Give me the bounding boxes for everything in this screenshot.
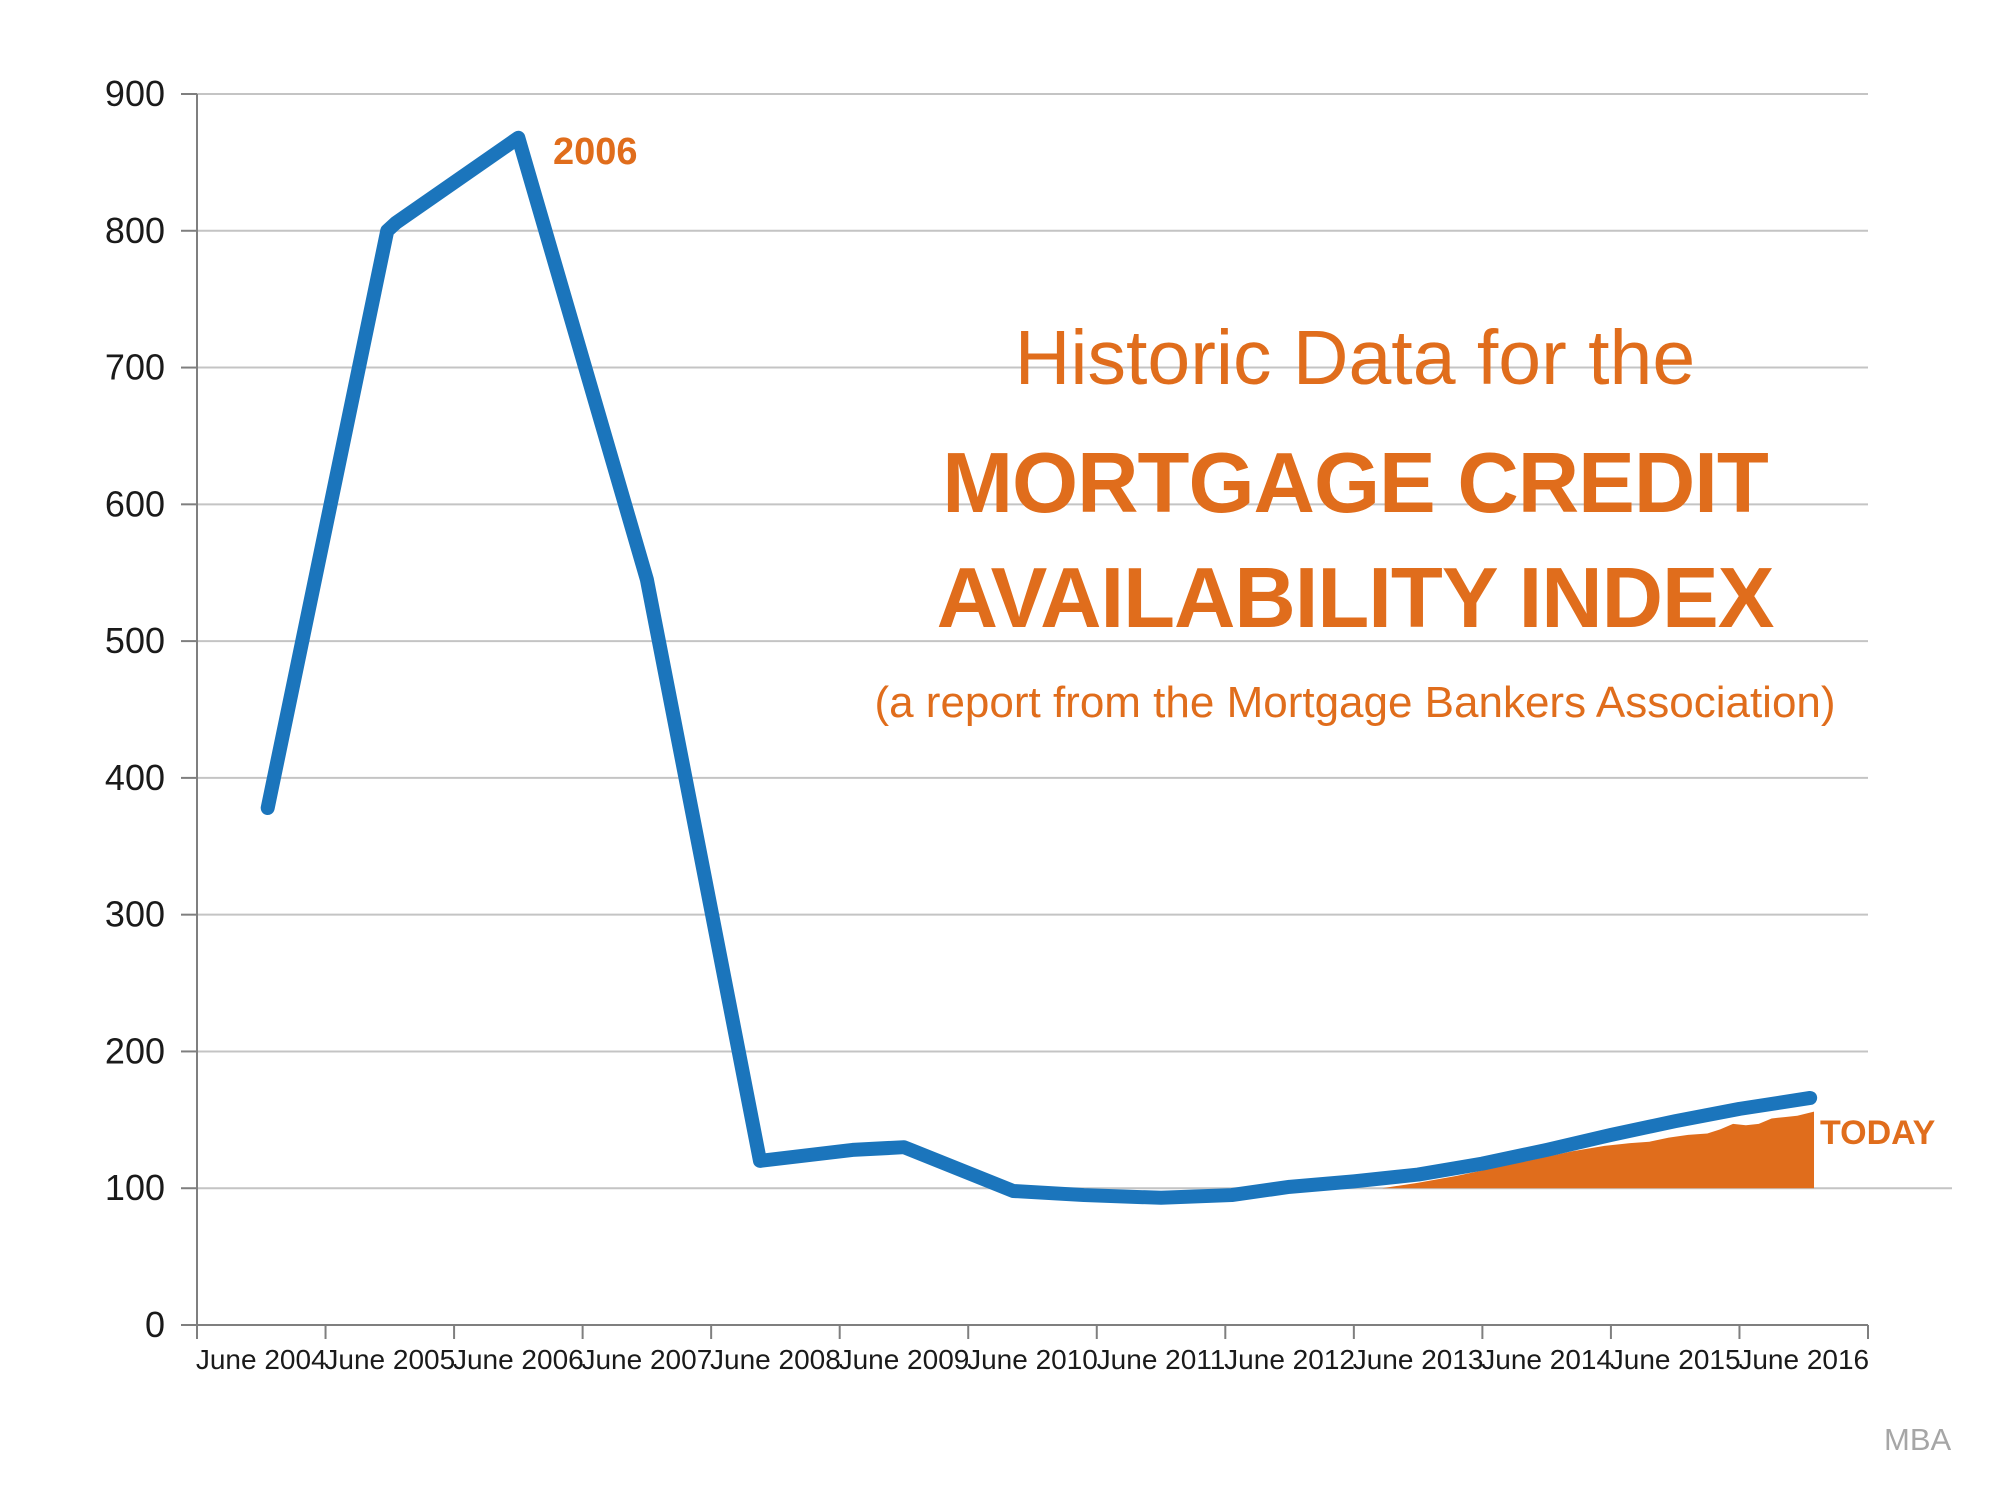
title-line-1: Historic Data for the xyxy=(1014,315,1696,401)
x-tick-label-June-2007: June 2007 xyxy=(581,1344,712,1375)
x-tick-label-June-2009: June 2009 xyxy=(839,1344,970,1375)
x-tick-label-June-2004: June 2004 xyxy=(196,1344,327,1375)
y-tick-label-200: 200 xyxy=(105,1030,165,1071)
axes xyxy=(181,93,1869,1339)
x-tick-label-June-2012: June 2012 xyxy=(1224,1344,1355,1375)
series-layer xyxy=(260,130,1818,1205)
x-tick-label-June-2008: June 2008 xyxy=(710,1344,841,1375)
chart-title-block: Historic Data for the MORTGAGE CREDIT AV… xyxy=(820,320,1890,725)
source-label: MBA xyxy=(1884,1422,1952,1457)
title-line-3: AVAILABILITY INDEX xyxy=(936,551,1775,646)
x-tick-label-June-2016: June 2016 xyxy=(1738,1344,1869,1375)
y-tick-label-800: 800 xyxy=(105,210,165,251)
peak-year-annotation: 2006 xyxy=(553,131,638,173)
y-tick-label-300: 300 xyxy=(105,894,165,935)
y-tick-label-100: 100 xyxy=(105,1167,165,1208)
x-tick-label-June-2013: June 2013 xyxy=(1353,1344,1484,1375)
y-tick-label-900: 900 xyxy=(105,73,165,114)
y-tick-label-0: 0 xyxy=(145,1304,165,1345)
today-annotation: TODAY xyxy=(1820,1114,1936,1152)
x-tick-label-June-2015: June 2015 xyxy=(1610,1344,1741,1375)
y-tick-label-400: 400 xyxy=(105,757,165,798)
y-tick-label-600: 600 xyxy=(105,483,165,524)
title-line-2: MORTGAGE CREDIT xyxy=(942,436,1769,531)
y-tick-label-700: 700 xyxy=(105,347,165,388)
x-tick-label-June-2006: June 2006 xyxy=(453,1344,584,1375)
x-tick-label-June-2010: June 2010 xyxy=(967,1344,1098,1375)
y-tick-label-500: 500 xyxy=(105,620,165,661)
x-tick-label-June-2005: June 2005 xyxy=(324,1344,455,1375)
gridlines xyxy=(197,93,1952,1190)
x-tick-label-June-2014: June 2014 xyxy=(1481,1344,1612,1375)
x-tick-label-June-2011: June 2011 xyxy=(1097,1344,1226,1375)
chart-subtitle: (a report from the Mortgage Bankers Asso… xyxy=(874,678,1836,727)
credit-availability-index-line xyxy=(260,130,1818,1205)
